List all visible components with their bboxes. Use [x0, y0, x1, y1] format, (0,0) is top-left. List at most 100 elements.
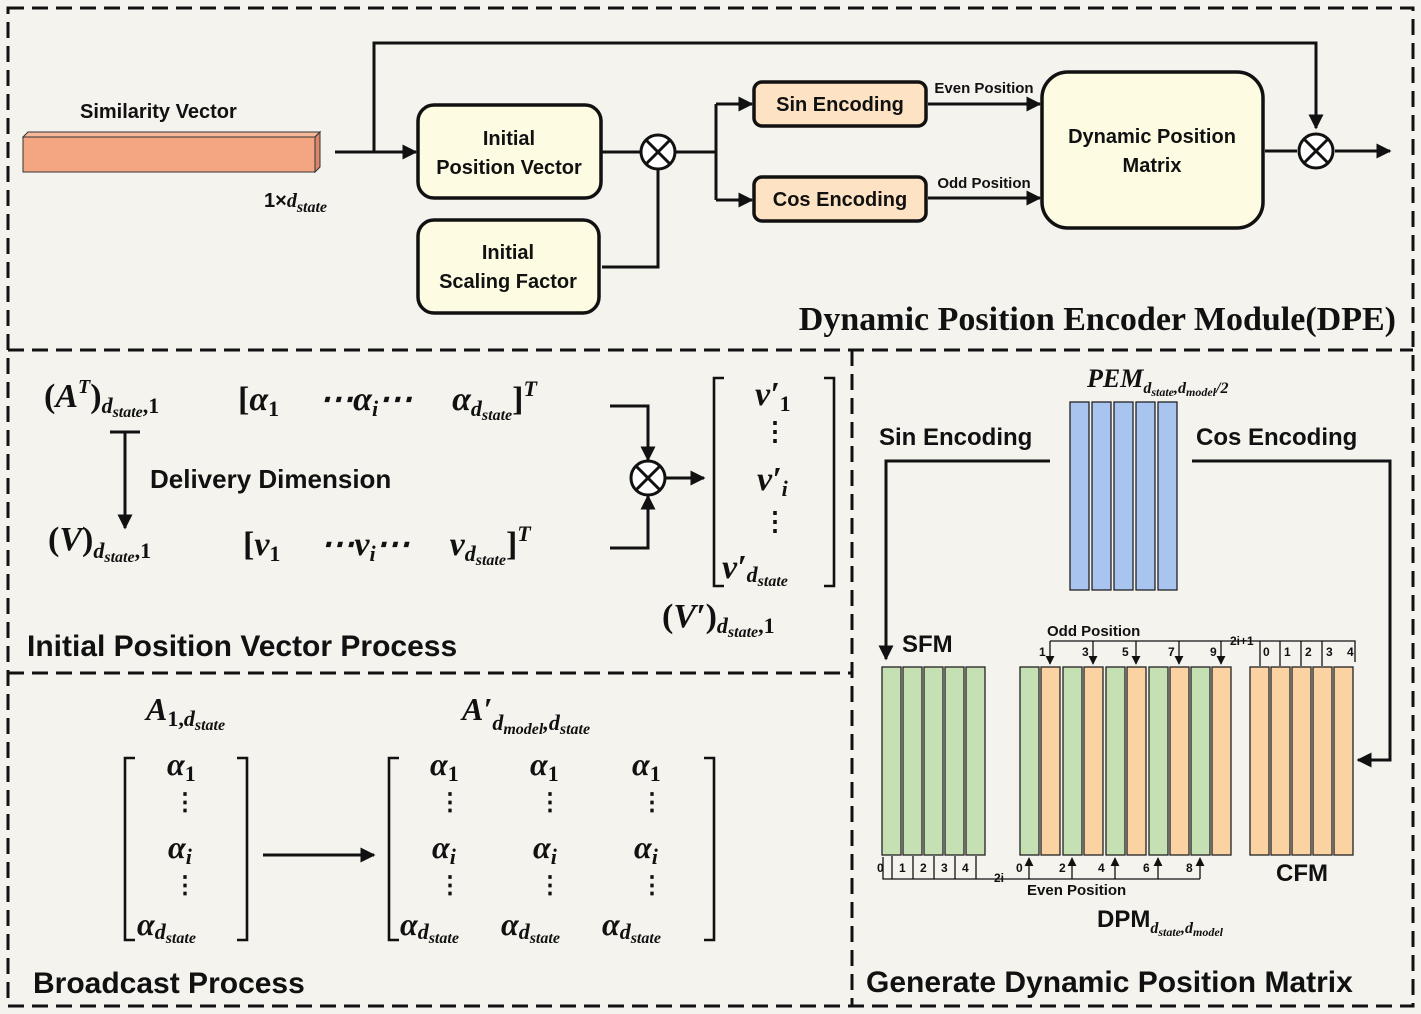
svg-text:Sin Encoding: Sin Encoding [776, 94, 904, 116]
dim-label-a: 1× [264, 190, 287, 212]
svg-text:αdstate: αdstate [602, 906, 661, 947]
svg-text:3: 3 [1326, 645, 1333, 659]
svg-text:0: 0 [1263, 645, 1270, 659]
odd-position-label: Odd Position [1047, 623, 1140, 640]
v-row: [v1 ⋯vi⋯ vdstate]T [243, 521, 532, 569]
sfm-label: SFM [902, 631, 953, 658]
svg-text:Matrix: Matrix [1123, 155, 1182, 177]
initial-position-vector-box: Initial Position Vector [416, 103, 603, 200]
svg-text:αdstate: αdstate [400, 906, 459, 947]
multiply-icon-1 [639, 133, 677, 171]
svg-text:⋮: ⋮ [173, 873, 197, 899]
multiply-icon-2 [1297, 132, 1335, 170]
svg-text:⋮: ⋮ [762, 417, 788, 446]
vprime-1: v′1 [755, 376, 791, 416]
dpe-module: Similarity Vector 1×dstate Initial Posit… [21, 41, 1396, 338]
svg-text:5: 5 [1122, 645, 1129, 659]
svg-text:⋮: ⋮ [538, 790, 562, 816]
svg-text:⋮: ⋮ [173, 790, 197, 816]
svg-text:4: 4 [1347, 645, 1354, 659]
vprime-symbol: (V′)dstate,1 [662, 598, 775, 641]
svg-text:⋮: ⋮ [438, 790, 462, 816]
pem-columns [1069, 401, 1178, 591]
svg-text:3: 3 [1082, 645, 1089, 659]
gdpm-title: Generate Dynamic Position Matrix [866, 966, 1353, 999]
svg-text:αdstate: αdstate [501, 906, 560, 947]
svg-text:2: 2 [1305, 645, 1312, 659]
alpha-row: [α1 ⋯αi⋯ αdstate]T [238, 376, 538, 424]
dim-label-b: d [287, 190, 298, 212]
svg-text:⋮: ⋮ [640, 873, 664, 899]
svg-text:αi: αi [432, 829, 457, 869]
dpm-label: DPMdstate,dmodel [1097, 906, 1224, 939]
svg-text:1: 1 [899, 861, 906, 875]
svg-text:2: 2 [920, 861, 927, 875]
at-symbol: (AT)dstate,1 [44, 376, 159, 421]
cfm-columns [1249, 666, 1354, 856]
aprime-label: A′dmodel,dstate [460, 691, 590, 738]
cfm-label: CFM [1276, 860, 1328, 887]
similarity-vector-bar [21, 130, 322, 174]
odd-position-label: Odd Position [937, 175, 1030, 192]
a1-label: A1,dstate [144, 691, 225, 734]
similarity-vector-label: Similarity Vector [80, 101, 237, 123]
svg-text:Position Vector: Position Vector [436, 157, 582, 179]
even-position-label: Even Position [934, 80, 1033, 97]
svg-text:8: 8 [1186, 861, 1193, 875]
svg-text:6: 6 [1143, 861, 1150, 875]
ipvp-title: Initial Position Vector Process [27, 630, 457, 663]
svg-text:αi: αi [634, 829, 659, 869]
svg-text:2i+1: 2i+1 [1230, 634, 1254, 648]
gdpm-sin-label: Sin Encoding [879, 424, 1032, 451]
svg-text:0: 0 [1016, 861, 1023, 875]
svg-text:Cos Encoding: Cos Encoding [773, 189, 907, 211]
svg-text:⋮: ⋮ [438, 873, 462, 899]
sfm-columns [881, 666, 986, 856]
v-symbol: (V)dstate,1 [48, 521, 151, 566]
vprime-d: v′dstate [722, 549, 788, 590]
dim-label: 1×dstate [264, 190, 327, 216]
dpe-title: Dynamic Position Encoder Module(DPE) [799, 301, 1396, 338]
svg-text:7: 7 [1168, 645, 1175, 659]
svg-text:αi: αi [533, 829, 558, 869]
svg-text:4: 4 [1098, 861, 1105, 875]
svg-text:⋮: ⋮ [538, 873, 562, 899]
svg-text:4: 4 [962, 861, 969, 875]
svg-text:Dynamic Position: Dynamic Position [1068, 126, 1236, 148]
cos-encoding-box: Cos Encoding [752, 175, 928, 223]
svg-text:αi: αi [168, 829, 193, 869]
svg-text:Scaling Factor: Scaling Factor [439, 271, 577, 293]
multiply-icon-3 [629, 459, 667, 497]
svg-text:αdstate: αdstate [137, 906, 196, 947]
initial-position-vector-process: (AT)dstate,1 [α1 ⋯αi⋯ αdstate]T Delivery D… [27, 376, 836, 663]
dim-label-c: state [296, 199, 327, 216]
pem-label: PEMdstate,dmodel/2 [1086, 364, 1228, 399]
svg-text:α1: α1 [632, 746, 661, 786]
svg-text:α1: α1 [167, 746, 196, 786]
svg-text:9: 9 [1210, 645, 1217, 659]
svg-text:2i: 2i [994, 871, 1004, 885]
gdpm-cos-label: Cos Encoding [1196, 424, 1357, 451]
broadcast-title: Broadcast Process [33, 967, 305, 1000]
dpm-columns [1019, 666, 1232, 856]
initial-scaling-factor-box: Initial Scaling Factor [416, 218, 601, 315]
even-position-label: Even Position [1027, 882, 1126, 899]
broadcast-process: A1,dstate α1 ⋮ αi ⋮ αdstate A′dmodel,dst… [33, 691, 716, 1000]
svg-text:α1: α1 [430, 746, 459, 786]
svg-text:⋮: ⋮ [640, 790, 664, 816]
panel-borders [6, 6, 1415, 1008]
delivery-dimension-label: Delivery Dimension [150, 464, 391, 494]
svg-text:2: 2 [1059, 861, 1066, 875]
svg-text:3: 3 [941, 861, 948, 875]
svg-text:1: 1 [1284, 645, 1291, 659]
svg-text:α1: α1 [530, 746, 559, 786]
svg-text:1: 1 [1039, 645, 1046, 659]
svg-text:⋮: ⋮ [762, 507, 788, 536]
vprime-i: v′i [757, 461, 789, 501]
generate-dpm: PEMdstate,dmodel/2 Sin Encoding Cos Enco… [866, 364, 1392, 999]
sin-encoding-box: Sin Encoding [752, 80, 928, 128]
dynamic-position-matrix-box: Dynamic Position Matrix [1040, 70, 1265, 230]
svg-text:Initial: Initial [482, 242, 534, 264]
svg-text:0: 0 [877, 861, 884, 875]
